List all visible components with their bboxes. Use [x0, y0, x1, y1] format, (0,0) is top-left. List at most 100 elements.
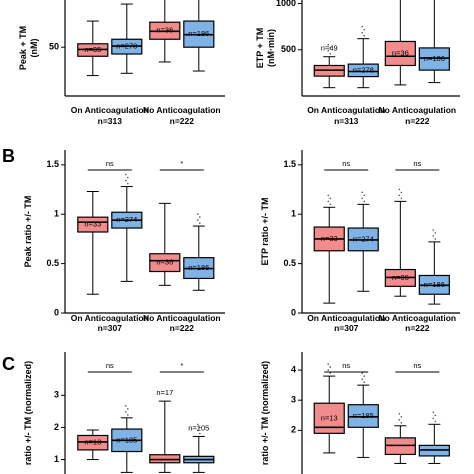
chart-c-left-y-axis-label: ratio +/- TM (normalized) — [23, 361, 33, 465]
chart-c-right-box-1-outlier — [363, 375, 366, 377]
chart-b-left-group-n: n=222 — [170, 323, 195, 333]
chart-b-right-y-tick-label: 1.5 — [283, 159, 296, 169]
chart-c-right-box-1-n-label: n=185 — [353, 411, 374, 420]
chart-a-right-box-1-outlier — [361, 31, 364, 34]
chart-c-right-box-3-outlier — [432, 417, 435, 420]
chart-c-right-box-2-outlier — [398, 413, 401, 415]
chart-c-right-y-tick-label: 3 — [291, 395, 296, 405]
chart-b-right-box-0-outlier — [327, 200, 330, 203]
chart-c-left-y-tick-label: 3 — [54, 390, 59, 400]
chart-a-right-box-1-iqr — [347, 63, 379, 78]
chart-c-left-box-1-n-label: n=185 — [116, 435, 137, 444]
chart-c-left-box-3-outlier — [199, 426, 201, 429]
chart-c-right-box-0-n-label: n=13 — [321, 413, 338, 422]
chart-c-left-box-1-outlier — [127, 408, 129, 410]
chart-a-right-box-1-outlier — [363, 28, 366, 31]
chart-a-left-group-label: On Anticoagulation — [71, 105, 149, 115]
chart-b-left-group-label: No Anticoagulation — [143, 313, 221, 323]
chart-a-right-group-label: On Anticoagulation — [307, 105, 385, 115]
chart-c-right-box-1-outlier — [361, 378, 364, 380]
chart-a-right-box-2-n-label: n=36 — [392, 48, 409, 57]
chart-b-right-box-0-outlier — [329, 203, 332, 206]
chart-b-left-y-tick-label: 1.5 — [46, 159, 59, 169]
chart-c-left-box-2-n-label: n=17 — [156, 388, 173, 397]
chart-b-right-group-label: On Anticoagulation — [307, 313, 385, 323]
chart-a-right-box-1-n-label: n=278 — [353, 65, 374, 74]
chart-b-left-box-0-n-label: n=33 — [84, 220, 101, 229]
panel-letter-c: C — [2, 354, 15, 374]
chart-c-right-box-0-outlier — [327, 369, 330, 371]
chart-a-left-group-label: No Anticoagulation — [143, 105, 221, 115]
chart-b-left-box-3-n-label: n=186 — [188, 263, 209, 272]
chart-b-left-box-1-n-label: n=274 — [116, 215, 137, 224]
chart-b-left-y-tick-label: 0.5 — [46, 258, 59, 268]
chart-c-left-box-3-outlier — [197, 429, 199, 432]
chart-a-right-y-axis-label: ETP + TM — [255, 28, 265, 69]
chart-c-left-box-2-iqr — [149, 454, 181, 464]
chart-c-left-sig-label: * — [180, 361, 183, 370]
chart-a-left-box-2-n-label: n=36 — [156, 26, 173, 35]
chart-b-left-y-tick-label: 0 — [54, 307, 59, 317]
chart-b-right-box-0-n-label: n=33 — [321, 234, 338, 243]
chart-c-left-box-0-n-label: n=13 — [84, 438, 101, 447]
chart-b-right-box-2-outlier — [398, 194, 401, 197]
chart-a-right-box-0-n-label: n=49 — [321, 44, 338, 53]
chart-b-left-box-3-outlier — [197, 219, 199, 221]
chart-c-left-box-3-n-label: n=105 — [188, 423, 209, 432]
chart-c-left-box-0-iqr — [77, 434, 109, 451]
chart-b-right-box-2-outlier — [400, 191, 403, 194]
chart-b-left-box-3-outlier — [199, 216, 201, 218]
chart-b-right-box-1-outlier — [363, 200, 366, 203]
chart-c-left-box-3-outlier — [197, 423, 199, 426]
chart-b-left-sig-label: ns — [106, 159, 114, 168]
chart-b-right-box-0-outlier — [329, 197, 332, 200]
chart-c-left-y-tick-label: 2 — [54, 422, 59, 432]
chart-b-left-box-0-iqr — [77, 216, 109, 233]
chart-c-right-y-tick-label: 2 — [291, 425, 296, 435]
chart-c-right-box-3-outlier — [432, 411, 435, 414]
chart-c-right-box-0-outlier — [329, 366, 332, 368]
chart-c-right-box-2-outlier — [400, 416, 403, 418]
chart-a-left-box-1-n-label: n=278 — [116, 42, 137, 51]
chart-a-right-box-3-iqr — [418, 47, 450, 71]
chart-b-left-y-axis-label: Peak ratio +/- TM — [23, 196, 33, 268]
chart-c-left-box-1-outlier — [125, 405, 127, 407]
chart-c-right-box-1-outlier — [361, 372, 364, 374]
chart-b-left-box-1-outlier — [125, 179, 127, 182]
chart-a-left-y-tick-label: 50 — [49, 42, 59, 52]
chart-c-right-y-tick-label: 4 — [291, 364, 296, 374]
chart-b-right-group-label: No Anticoagulation — [379, 313, 457, 323]
panel-letter-b: B — [2, 146, 15, 166]
chart-a-right-y-axis-label: (nM·min) — [266, 29, 276, 67]
chart-b-right-box-2-n-label: n=36 — [392, 273, 409, 282]
chart-b-right-box-1-outlier — [361, 197, 364, 200]
chart-c-right-box-0-iqr — [313, 402, 345, 434]
chart-a-left-box-0-n-label: n=35 — [84, 45, 101, 54]
chart-b-right-box-3-outlier — [432, 235, 435, 237]
chart-c-left-box-3-outlier — [199, 432, 201, 435]
chart-c-left-sig-label: ns — [106, 361, 114, 370]
chart-b-right-y-tick-label: 0 — [291, 307, 296, 317]
chart-a-right-box-0-outlier — [327, 43, 330, 46]
chart-a-right-box-1-outlier — [363, 34, 366, 37]
chart-b-right-y-tick-label: 1 — [291, 209, 296, 219]
chart-b-right-group-n: n=307 — [334, 323, 359, 333]
chart-b-right-box-2-outlier — [398, 188, 401, 191]
chart-b-left-y-tick-label: 1 — [54, 209, 59, 219]
chart-c-left-box-1-outlier — [125, 411, 127, 413]
chart-a-right-box-2-iqr — [384, 40, 416, 67]
chart-b-right-box-1-outlier — [363, 194, 366, 197]
chart-a-left-y-axis-label: Peak + TM — [18, 26, 28, 70]
chart-a-left-box-3-n-label: n=186 — [188, 29, 209, 38]
chart-a-right-y-tick-label: 500 — [281, 44, 296, 54]
chart-b-right-group-n: n=222 — [405, 323, 430, 333]
chart-b-right-sig-label: ns — [413, 159, 421, 168]
chart-b-right-box-1-n-label: n=274 — [353, 234, 374, 243]
chart-b-left-box-3-outlier — [199, 222, 201, 224]
chart-b-right-box-3-outlier — [434, 232, 437, 234]
chart-c-right-box-2-outlier — [398, 419, 401, 421]
chart-c-right-box-0-outlier — [327, 363, 330, 365]
chart-a-right-box-1-outlier — [361, 25, 364, 28]
chart-b-right-y-tick-label: 0.5 — [283, 258, 296, 268]
